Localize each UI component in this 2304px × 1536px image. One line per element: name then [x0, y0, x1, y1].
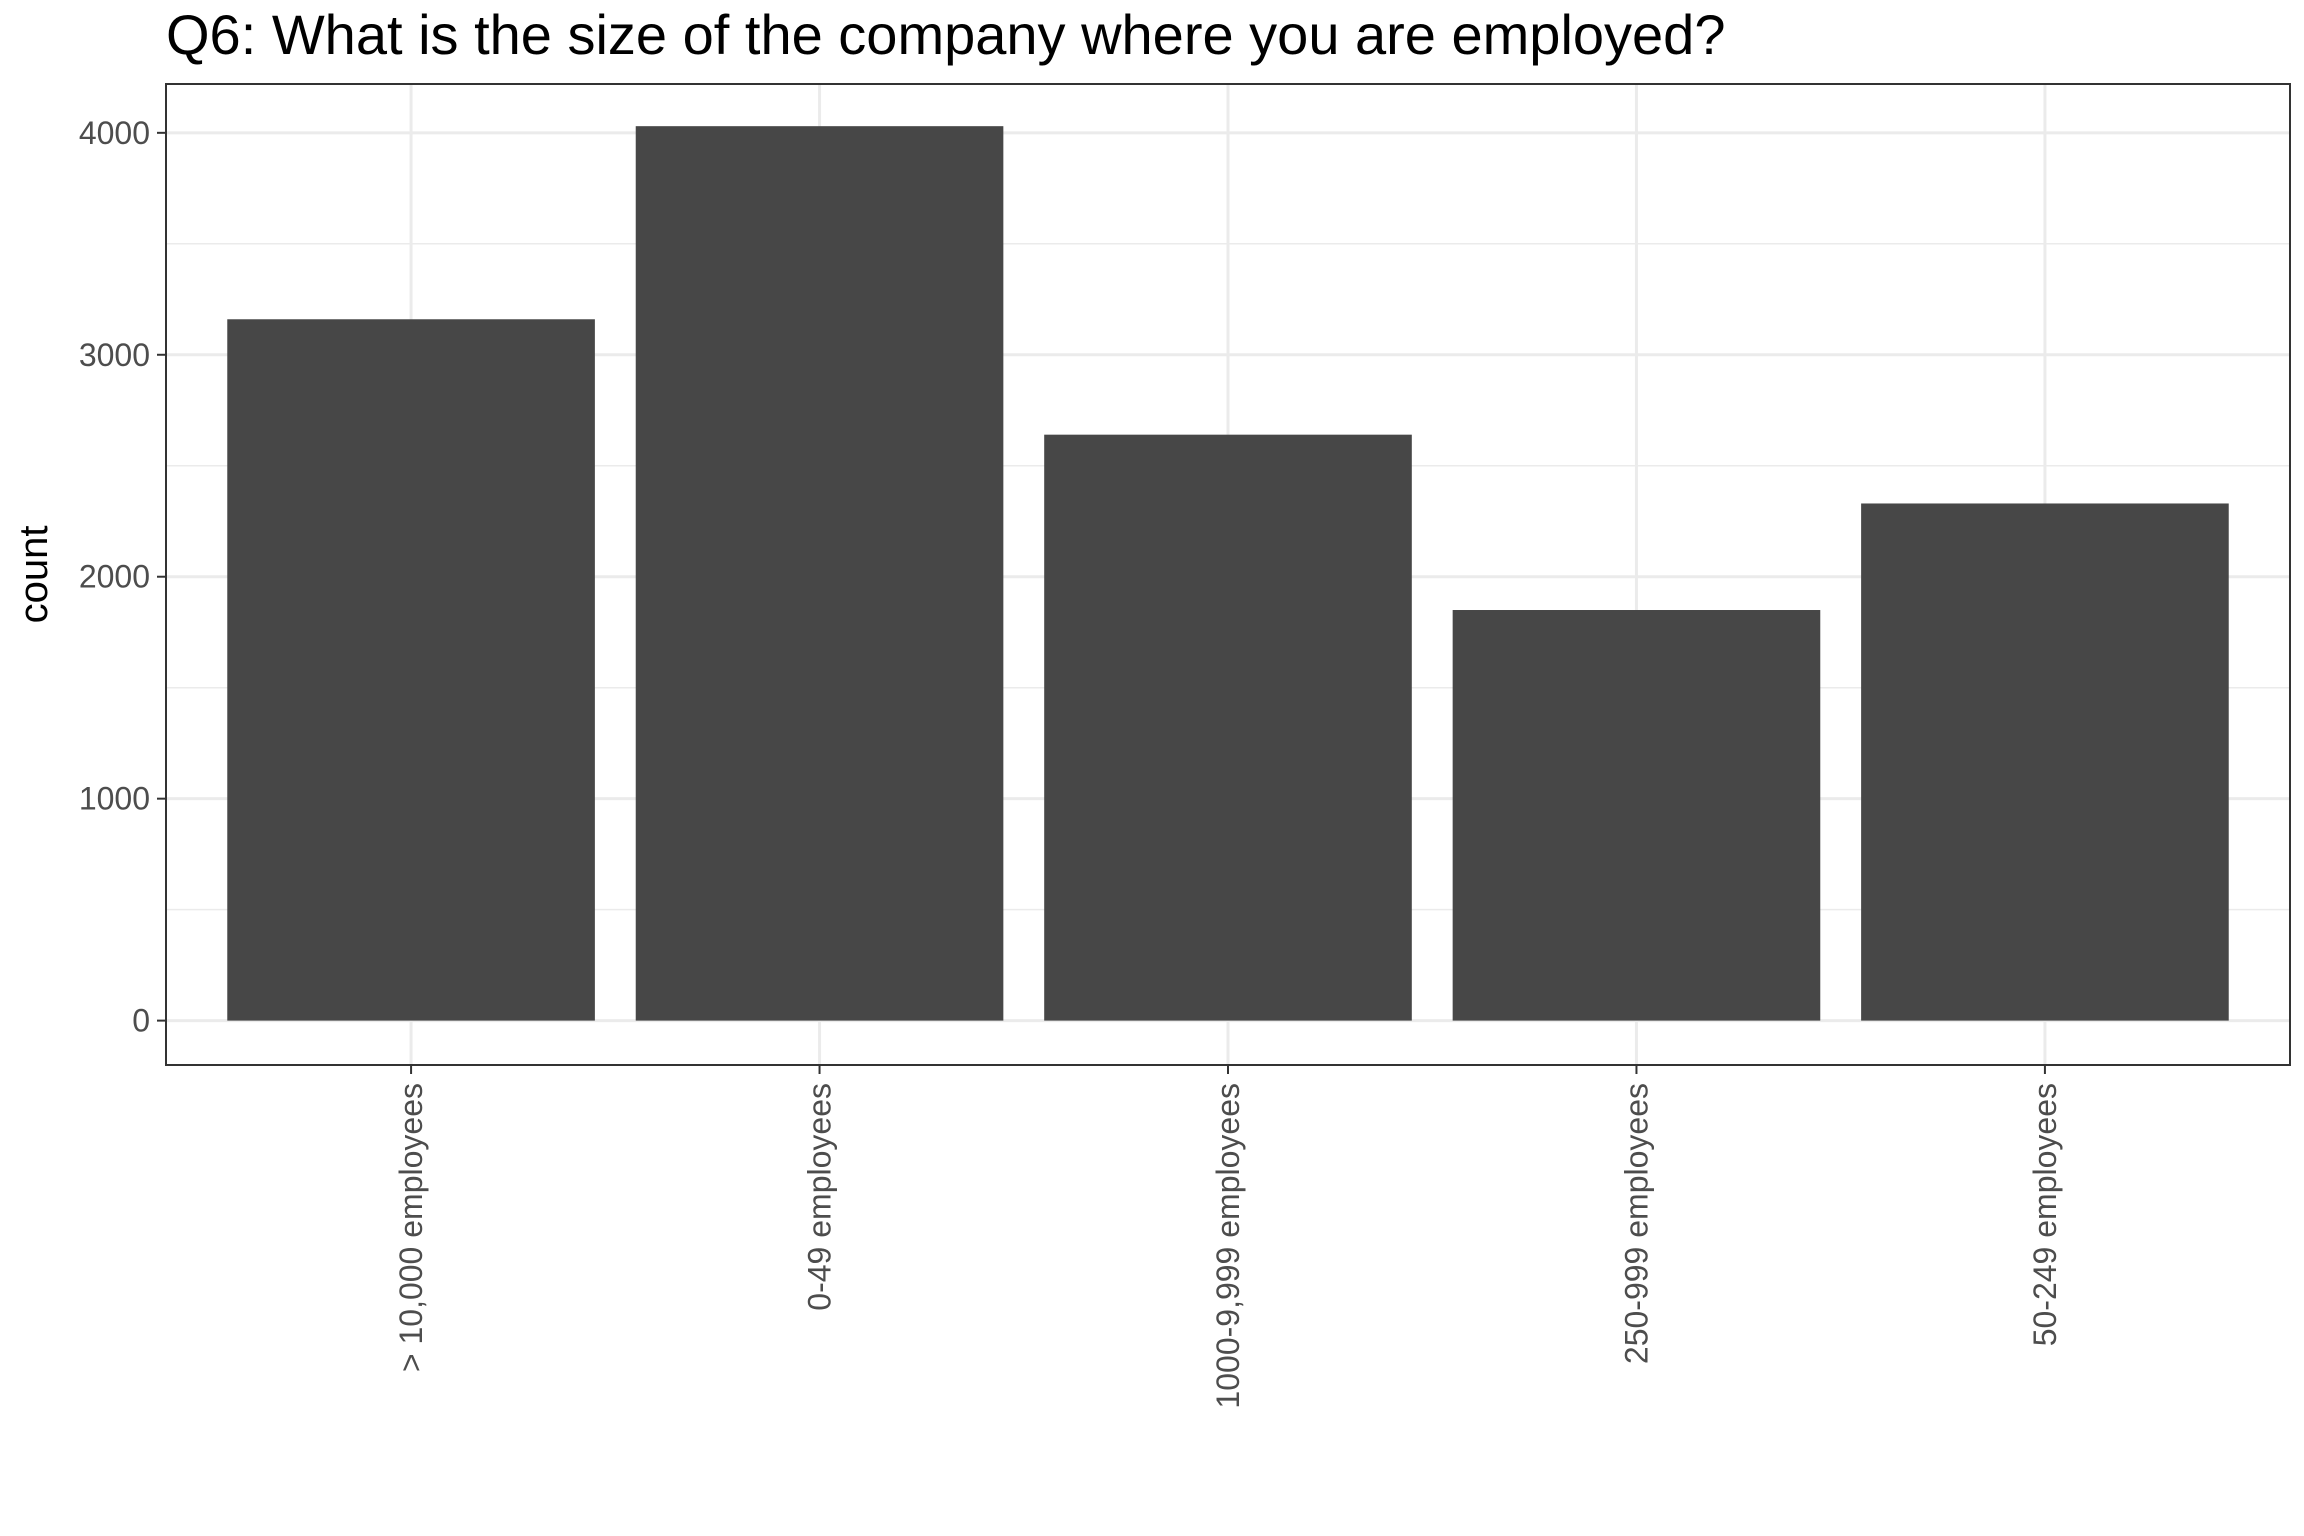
x-tick-label: 250-999 employees [1618, 1083, 1654, 1364]
x-tick-label: 0-49 employees [802, 1083, 838, 1311]
y-axis-title: count [12, 526, 56, 624]
x-tick-label: 50-249 employees [2027, 1083, 2063, 1346]
bar-2 [1044, 434, 1412, 1021]
x-tick-label: > 10,000 employees [393, 1083, 429, 1372]
y-tick-label: 0 [132, 1003, 150, 1039]
bars [227, 126, 2229, 1021]
bar-0 [227, 319, 595, 1021]
y-tick-label: 3000 [79, 337, 150, 373]
bar-4 [1861, 503, 2229, 1021]
y-tick-label: 1000 [79, 781, 150, 817]
chart-title: Q6: What is the size of the company wher… [166, 3, 1726, 66]
y-tick-label: 4000 [79, 115, 150, 151]
y-tick-label: 2000 [79, 559, 150, 595]
bar-3 [1452, 610, 1821, 1021]
bar-1 [635, 126, 1004, 1021]
x-axis: > 10,000 employees 0-49 employees 1000-9,9… [393, 1065, 2063, 1409]
x-tick-label: 1000-9,999 employees [1210, 1083, 1246, 1409]
y-axis: 0 1000 2000 3000 4000 [79, 115, 166, 1039]
